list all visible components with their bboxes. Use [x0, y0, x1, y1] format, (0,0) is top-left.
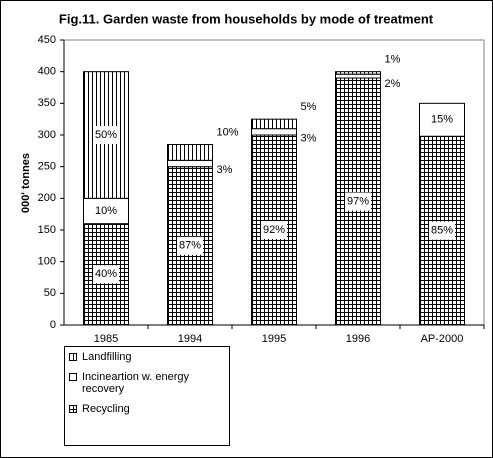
legend-item: Incineartion w. energy recovery [69, 371, 225, 395]
y-tick-label: 350 [38, 97, 56, 109]
label-box [429, 221, 455, 240]
label-box [345, 192, 371, 211]
data-label: 50% [95, 129, 117, 141]
label-box [261, 221, 287, 239]
y-tick-label: 300 [38, 129, 56, 141]
y-tick-label: 250 [38, 161, 56, 173]
label-box [429, 110, 455, 129]
data-label: 5% [301, 101, 317, 113]
bar-segment [167, 144, 213, 161]
label-box [93, 126, 119, 144]
y-tick-label: 150 [38, 224, 56, 236]
label-box [177, 236, 203, 255]
data-label: 1% [385, 54, 401, 66]
chart-title: Fig.11. Garden waste from households by … [59, 11, 434, 26]
bar-segment [167, 159, 213, 168]
data-label: 10% [217, 126, 239, 138]
legend-item: Recycling [69, 403, 225, 415]
bar-segment [251, 128, 297, 136]
x-tick-label: 1995 [262, 333, 286, 345]
bar-segment [335, 73, 381, 79]
legend-swatch [69, 405, 77, 413]
x-tick-label: 1996 [346, 333, 370, 345]
y-tick-label: 50 [44, 287, 56, 299]
y-tick-label: 100 [38, 256, 56, 268]
label-box [93, 202, 119, 220]
data-label: 3% [301, 133, 317, 145]
legend: Landfilling Incineartion w. energy recove… [64, 346, 230, 446]
legend-label: Landfilling [82, 351, 132, 363]
data-label: 87% [179, 240, 201, 252]
data-label: 3% [217, 164, 233, 176]
x-tick-label: 1985 [94, 333, 118, 345]
data-label: 15% [431, 114, 453, 126]
bar-segment [335, 71, 381, 75]
data-label: 10% [95, 205, 117, 217]
bar-segment [251, 118, 297, 130]
legend-swatch [69, 373, 77, 381]
y-tick-label: 200 [38, 192, 56, 204]
x-tick-label: 1994 [178, 333, 202, 345]
y-tick-label: 450 [38, 34, 56, 46]
y-tick-label: 0 [50, 319, 56, 331]
legend-label: Recycling [82, 403, 130, 415]
legend-item: Landfilling [69, 351, 225, 363]
legend-label: Incineartion w. energy recovery [82, 371, 190, 395]
data-label: 2% [385, 78, 401, 90]
data-label: 92% [263, 224, 285, 236]
label-box [93, 265, 119, 284]
data-label: 40% [95, 268, 117, 280]
x-tick-label: AP-2000 [421, 333, 464, 345]
y-tick-label: 400 [38, 66, 56, 78]
y-axis-label: 000' tonnes [20, 153, 32, 213]
data-label: 85% [431, 225, 453, 237]
legend-swatch [69, 353, 77, 361]
data-label: 97% [347, 195, 369, 207]
